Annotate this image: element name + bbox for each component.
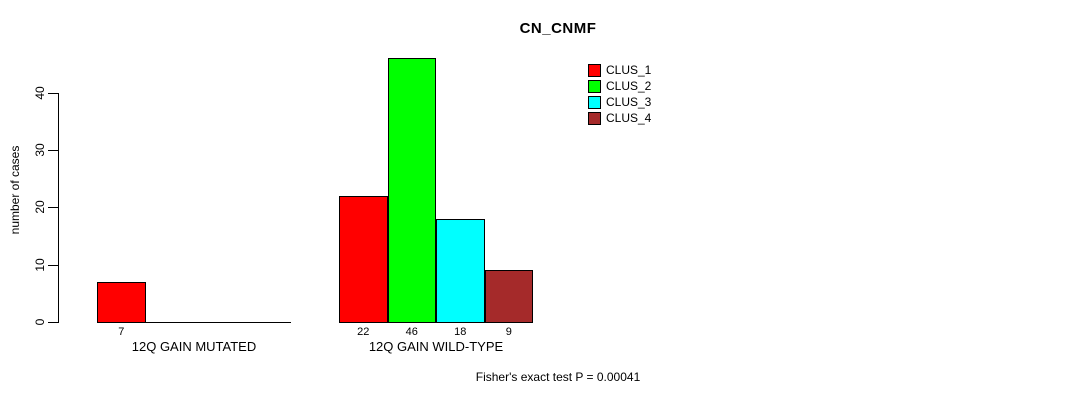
legend-item: CLUS_3	[588, 94, 651, 110]
legend-swatch-icon	[588, 111, 601, 125]
x-category-label: 12Q GAIN MUTATED	[131, 339, 257, 354]
bar-value-label: 46	[405, 326, 418, 338]
y-axis-tick	[48, 92, 58, 94]
bar-clus_1-2	[339, 195, 388, 323]
legend-item: CLUS_1	[588, 62, 651, 78]
y-tick-label: 10	[33, 258, 47, 272]
y-tick-label: 40	[33, 86, 47, 100]
legend-item: CLUS_2	[588, 78, 651, 94]
bar-clus_3-2	[436, 218, 485, 323]
y-tick-label: 30	[33, 143, 47, 157]
legend-swatch-icon	[588, 63, 601, 77]
y-axis-tick	[48, 264, 58, 266]
bar-clus_1-1	[97, 281, 146, 323]
bar-clus_2-2	[387, 58, 436, 323]
y-axis-tick	[48, 150, 58, 152]
y-axis-line	[58, 92, 59, 323]
x-category-label: 12Q GAIN WILD-TYPE	[368, 339, 504, 354]
legend-swatch-icon	[588, 79, 601, 93]
legend-label: CLUS_3	[606, 95, 652, 109]
bar-value-label: 7	[118, 326, 125, 338]
legend-label: CLUS_2	[606, 79, 652, 93]
y-tick-label: 0	[33, 318, 47, 326]
bar-clus_4-2	[484, 270, 533, 323]
legend-label: CLUS_1	[606, 63, 652, 77]
baseline	[97, 322, 291, 323]
y-axis-tick	[48, 207, 58, 209]
bar-value-label: 22	[357, 326, 370, 338]
chart-title: CN_CNMF	[519, 20, 597, 37]
legend-label: CLUS_4	[606, 111, 652, 125]
y-tick-label: 20	[33, 200, 47, 215]
annotation-fisher-test: Fisher's exact test P = 0.00041	[475, 370, 641, 384]
legend-swatch-icon	[588, 95, 601, 109]
legend: CLUS_1 CLUS_2 CLUS_3 CLUS_4	[588, 62, 651, 126]
bar-value-label: 9	[505, 326, 512, 338]
y-axis-tick	[48, 322, 58, 323]
legend-item: CLUS_4	[588, 110, 651, 126]
bar-value-label: 18	[454, 326, 467, 338]
